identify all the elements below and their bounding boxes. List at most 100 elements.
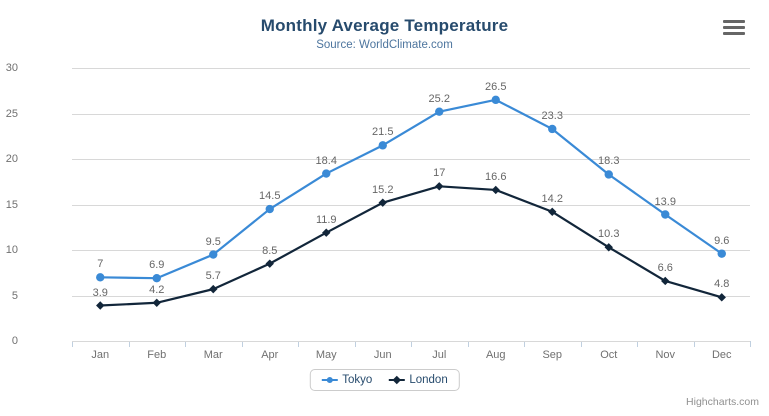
y-axis-tick-label: 15: [5, 198, 18, 211]
y-axis-tick-label: 20: [5, 153, 18, 165]
x-axis-tick: [354, 341, 356, 347]
data-point-tokyo-jul[interactable]: [435, 107, 444, 116]
data-label-london-sep: 14.2: [541, 192, 563, 205]
data-label-tokyo-sep: 23.3: [541, 109, 563, 122]
data-point-london-nov[interactable]: [661, 276, 670, 286]
x-axis-tick-label-jan: Jan: [91, 349, 110, 361]
data-point-tokyo-apr[interactable]: [265, 204, 274, 214]
y-axis-tick-label: 25: [5, 107, 18, 120]
legend-item-tokyo[interactable]: Tokyo: [321, 374, 372, 386]
data-point-london-aug[interactable]: [491, 185, 500, 195]
x-axis-tick-label-jun: Jun: [373, 349, 392, 361]
data-point-tokyo-may[interactable]: [322, 169, 331, 178]
data-point-tokyo-jun[interactable]: [378, 141, 387, 150]
data-point-london-dec[interactable]: [717, 293, 726, 302]
data-point-tokyo-dec[interactable]: [717, 249, 726, 258]
chart-subtitle: Source: WorldClimate.com: [316, 39, 453, 51]
data-label-london-mar: 5.7: [205, 270, 221, 283]
data-label-tokyo-dec: 9.6: [714, 234, 730, 247]
x-axis-tick: [72, 341, 73, 347]
data-label-london-nov: 6.6: [657, 261, 673, 274]
x-axis-tick: [580, 341, 582, 347]
x-axis-tick: [524, 341, 525, 347]
data-label-tokyo-jun: 21.5: [372, 126, 394, 139]
x-axis-tick-label-feb: Feb: [147, 349, 167, 361]
x-axis-tick: [467, 341, 469, 347]
data-point-london-jul[interactable]: [435, 182, 444, 191]
data-label-tokyo-nov: 13.9: [654, 195, 676, 208]
data-point-tokyo-aug[interactable]: [491, 95, 500, 105]
x-axis-tick: [637, 341, 638, 347]
data-label-london-dec: 4.8: [714, 278, 730, 291]
data-point-london-sep[interactable]: [548, 207, 557, 216]
data-point-london-may[interactable]: [322, 228, 331, 237]
x-axis-tick-label-mar: Mar: [203, 349, 223, 361]
x-axis-tick: [241, 341, 243, 347]
x-axis-tick-label-aug: Aug: [485, 349, 506, 361]
data-label-tokyo-feb: 6.9: [149, 259, 165, 272]
data-label-tokyo-may: 18.4: [315, 154, 337, 167]
data-label-london-feb: 4.2: [149, 283, 165, 296]
data-point-london-jan[interactable]: [96, 301, 105, 310]
data-label-tokyo-mar: 9.5: [205, 235, 221, 248]
x-axis-tick: [128, 341, 130, 347]
x-axis-tick-label-dec: Dec: [711, 349, 732, 361]
gridline: [72, 204, 750, 206]
data-label-london-oct: 10.3: [598, 228, 620, 241]
data-point-tokyo-jan[interactable]: [96, 273, 105, 282]
x-axis-tick-label-may: May: [315, 349, 337, 361]
data-point-tokyo-oct[interactable]: [604, 170, 613, 179]
gridline: [72, 341, 750, 342]
gridline: [72, 295, 750, 297]
hamburger-menu-icon[interactable]: [721, 18, 747, 40]
legend: Tokyo London: [309, 369, 460, 391]
data-point-tokyo-sep[interactable]: [548, 124, 557, 134]
data-label-tokyo-oct: 18.3: [598, 155, 620, 168]
x-axis-tick: [298, 341, 299, 347]
data-label-tokyo-apr: 14.5: [259, 190, 281, 203]
x-axis-tick-label-apr: Apr: [261, 349, 279, 361]
series-lines: [96, 95, 726, 310]
legend-item-london[interactable]: London: [388, 374, 448, 386]
legend-label: Tokyo: [342, 374, 373, 386]
data-label-tokyo-jul: 25.2: [428, 92, 450, 105]
data-point-tokyo-nov[interactable]: [661, 210, 670, 219]
x-axis-tick-label-sep: Sep: [542, 349, 563, 361]
legend-label: London: [409, 374, 448, 386]
credits-link[interactable]: Highcharts.com: [686, 396, 759, 408]
x-axis-tick: [750, 341, 751, 347]
x-axis-tick-label-oct: Oct: [600, 349, 618, 361]
gridline: [72, 68, 750, 69]
y-axis-tick-label: 0: [11, 335, 18, 347]
plot-area: 7 6.9 9.5 14.5 18.4 21.5 25.2 26.5 23.3 18.3 13.9 9…: [72, 68, 750, 342]
gridline: [72, 113, 750, 115]
x-axis-tick: [185, 341, 186, 347]
data-point-london-feb[interactable]: [152, 298, 161, 307]
gridline: [72, 250, 750, 251]
x-axis-tick: [411, 341, 412, 347]
data-point-london-apr[interactable]: [265, 259, 274, 268]
data-point-london-mar[interactable]: [209, 284, 218, 294]
data-point-tokyo-feb[interactable]: [152, 274, 161, 283]
gridline: [72, 159, 750, 160]
y-axis-tick-label: 30: [5, 62, 18, 74]
legend-marker-circle-icon: [321, 375, 338, 385]
y-axis-tick-label: 5: [11, 289, 18, 302]
data-label-tokyo-aug: 26.5: [485, 80, 507, 93]
chart-title: Monthly Average Temperature: [260, 16, 509, 35]
data-point-london-oct[interactable]: [604, 243, 613, 252]
x-axis-tick-label-nov: Nov: [655, 349, 676, 361]
data-label-london-aug: 16.6: [485, 170, 507, 183]
x-axis-tick-label-jul: Jul: [432, 349, 447, 361]
data-point-tokyo-mar[interactable]: [209, 250, 218, 259]
y-axis-tick-label: 10: [5, 244, 18, 256]
data-point-london-jun[interactable]: [378, 198, 387, 207]
series-line-tokyo[interactable]: [99, 98, 723, 280]
hamburger-bar-2: [723, 26, 745, 29]
series-line-london[interactable]: [99, 185, 723, 307]
data-label-london-jan: 3.9: [92, 286, 108, 299]
x-axis-tick: [693, 341, 695, 347]
hamburger-bar-1: [723, 20, 745, 23]
data-label-london-jun: 15.2: [372, 183, 394, 196]
